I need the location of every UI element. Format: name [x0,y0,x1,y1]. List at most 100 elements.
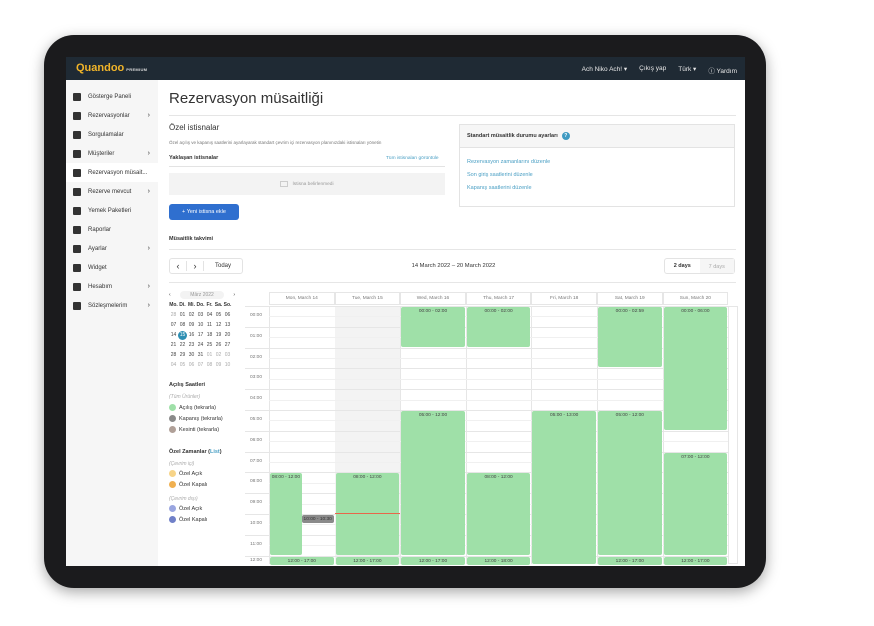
availability-block[interactable]: 12:00 - 17:00 [598,556,662,565]
mini-day[interactable]: 29 [178,350,187,360]
mini-day[interactable]: 11 [205,320,214,330]
mini-day[interactable]: 23 [187,340,196,350]
mini-day[interactable]: 14 [169,330,178,340]
mini-day[interactable]: 09 [187,320,196,330]
sidebar-item-11[interactable]: Sözleşmelerim › [66,296,158,315]
availability-block[interactable]: 00:00 - 02:00 [466,307,531,347]
mini-day[interactable]: 01 [205,350,214,360]
mini-day[interactable]: 03 [196,310,205,320]
availability-block[interactable]: 05:00 - 12:00 [401,411,465,555]
help-link[interactable]: ⓘ Yardım [708,68,737,75]
availability-block[interactable]: 12:00 - 18:00 [466,556,531,565]
hour-label: 07:00 [249,458,262,464]
availability-block[interactable]: 00:00 - 06:00 [663,307,728,430]
mini-day[interactable]: 24 [196,340,205,350]
mini-day[interactable]: 28 [169,350,178,360]
sidebar-item-10[interactable]: Hesabım › [66,277,158,296]
sidebar-item-0[interactable]: Gösterge Paneli [66,87,158,106]
mini-day[interactable]: 27 [223,340,232,350]
gear-icon [73,244,81,253]
mini-next-month[interactable]: › [233,292,235,298]
availability-block[interactable]: 00:00 - 02:59 [598,307,662,368]
scrollbar[interactable] [728,306,739,564]
mini-day[interactable]: 18 [205,330,214,340]
mini-day[interactable]: 08 [178,320,187,330]
sidebar-item-4[interactable]: Rezervasyon müsait... [66,163,158,182]
language-menu[interactable]: Türk ▾ [678,66,697,73]
user-menu[interactable]: Ach Niko Ach! ▾ [581,66,628,73]
column-line [269,306,270,564]
mini-day[interactable]: 13 [223,320,232,330]
day-number: 11 [206,322,213,328]
sidebar-item-7[interactable]: Raporlar [66,220,158,239]
sidebar-item-5[interactable]: Rezerve mevcut › [66,182,158,201]
mini-day[interactable]: 10 [223,360,232,370]
mini-day[interactable]: 04 [169,360,178,370]
mini-day[interactable]: 01 [178,310,187,320]
logout-link[interactable]: Çıkış yap [639,65,667,72]
day-number: 14 [170,332,177,338]
sidebar-item-9[interactable]: Widget [66,258,158,277]
column-line [465,306,467,564]
mini-day[interactable]: 03 [223,350,232,360]
add-exception-button[interactable]: + Yeni istisna ekle [169,204,239,220]
mini-day[interactable]: 17 [196,330,205,340]
availability-block[interactable]: 10:00 - 10:30 [301,515,334,524]
sidebar-item-8[interactable]: Ayarlar › [66,239,158,258]
hour-label: 06:00 [249,437,262,443]
mini-prev-month[interactable]: ‹ [169,292,171,298]
sidebar-item-1[interactable]: Rezervasyonlar › [66,106,158,125]
availability-block[interactable]: 12:00 - 17:00 [270,556,334,565]
mini-day[interactable]: 02 [214,350,223,360]
mini-day[interactable]: 08 [205,360,214,370]
mini-day[interactable]: 22 [178,340,187,350]
mini-day[interactable]: 05 [214,310,223,320]
mini-day[interactable]: 04 [205,310,214,320]
availability-block[interactable]: 07:00 - 12:00 [663,452,728,555]
today-button[interactable]: Today [214,263,231,269]
availability-block[interactable]: 00:00 - 02:00 [401,307,465,347]
mini-day[interactable]: 06 [187,360,196,370]
mini-day[interactable]: 02 [187,310,196,320]
availability-block[interactable]: 12:00 - 17:00 [663,556,728,565]
mini-day[interactable]: 07 [169,320,178,330]
edit-closing-times-link[interactable]: Kapanış saatlerini düzenle [467,185,532,191]
mini-day[interactable]: 16 [187,330,196,340]
edit-reservation-times-link[interactable]: Rezervasyon zamanlarını düzenle [467,159,551,165]
mini-day[interactable]: 30 [187,350,196,360]
mini-day[interactable]: 20 [223,330,232,340]
availability-block[interactable]: 08:00 - 12:00 [466,473,531,555]
availability-block[interactable]: 12:00 - 17:00 [335,556,400,565]
help-icon[interactable]: ? [561,132,570,140]
mini-day[interactable]: 21 [169,340,178,350]
mini-day[interactable]: 31 [196,350,205,360]
mini-day[interactable]: 26 [214,340,223,350]
view-all-exceptions-link[interactable]: Tüm istisnaları görüntüle [386,156,439,161]
availability-block[interactable]: 08:00 - 12:00 [270,473,302,555]
view-2-days-button[interactable]: 2 days [673,263,691,269]
mini-day[interactable]: 09 [214,360,223,370]
mini-day[interactable]: 19 [214,330,223,340]
chevron-right-icon: › [147,245,150,252]
next-week-button[interactable]: › [187,261,204,271]
availability-block[interactable]: 12:00 - 17:00 [401,556,465,565]
special-times-list-link[interactable]: List [209,449,220,455]
edit-last-entry-link[interactable]: Son giriş saatlerini düzenle [467,172,533,178]
availability-block[interactable]: 05:00 - 12:00 [598,411,662,555]
mini-day[interactable]: 15 [178,330,187,340]
mini-day[interactable]: 07 [196,360,205,370]
mini-day[interactable]: 06 [223,310,232,320]
availability-block[interactable]: 05:00 - 13:00 [532,411,596,564]
sidebar-item-3[interactable]: Müşteriler › [66,144,158,163]
sidebar-item-2[interactable]: Sorgulamalar [66,125,158,144]
mini-day[interactable]: 28 [169,310,178,320]
mini-day[interactable]: 25 [205,340,214,350]
view-7-days-button[interactable]: 7 days [699,259,734,273]
mini-day[interactable]: 05 [178,360,187,370]
sidebar-item-label: Müşteriler [88,150,115,157]
mini-day[interactable]: 12 [214,320,223,330]
sidebar-item-6[interactable]: Yemek Paketleri [66,201,158,220]
prev-week-button[interactable]: ‹ [170,261,187,271]
day-number: 30 [188,352,195,358]
mini-day[interactable]: 10 [196,320,205,330]
